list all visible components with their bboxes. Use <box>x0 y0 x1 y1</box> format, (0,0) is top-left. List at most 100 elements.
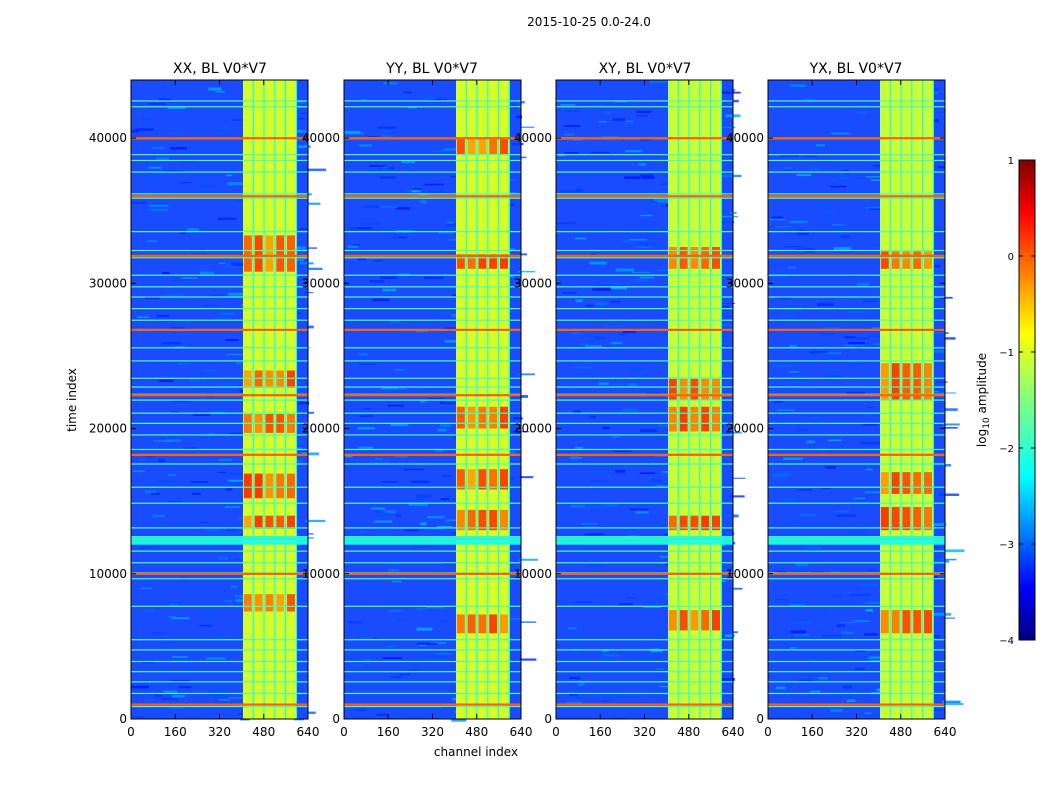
noise-speckle <box>156 314 169 318</box>
noise-speckle <box>379 205 398 208</box>
y-tick-label: 20000 <box>726 422 764 436</box>
noise-speckle <box>833 297 854 299</box>
noise-speckle <box>519 476 534 479</box>
rfi-row <box>556 649 733 651</box>
noise-speckle <box>358 353 368 356</box>
rfi-row <box>556 386 733 388</box>
broadband-stripe <box>344 536 521 545</box>
noise-speckle <box>822 352 842 355</box>
rfi-row <box>131 106 308 108</box>
noise-speckle <box>398 236 407 238</box>
y-tick-label: 30000 <box>89 276 127 290</box>
noise-speckle <box>182 516 190 518</box>
noise-speckle <box>629 238 647 241</box>
noise-speckle <box>358 446 373 450</box>
noise-speckle <box>785 532 801 536</box>
noise-speckle <box>144 610 155 613</box>
noise-speckle <box>516 373 535 376</box>
colorbar-label-sub: 10 <box>982 417 992 429</box>
noise-speckle <box>170 705 184 709</box>
rfi-row-strong <box>768 703 945 706</box>
bright-block <box>712 610 720 631</box>
noise-speckle <box>572 332 582 335</box>
noise-speckle <box>827 374 844 378</box>
noise-speckle <box>436 653 452 655</box>
noise-speckle <box>364 205 380 209</box>
noise-speckle <box>660 183 676 185</box>
rfi-row <box>768 308 945 310</box>
noise-speckle <box>638 242 657 246</box>
x-tick-label: 320 <box>208 725 231 739</box>
rfi-row <box>344 705 521 708</box>
noise-speckle <box>941 700 961 704</box>
x-tick-label: 0 <box>340 725 348 739</box>
noise-speckle <box>155 695 163 697</box>
bright-block <box>276 473 285 499</box>
noise-speckle <box>615 268 635 272</box>
noise-speckle <box>859 584 879 587</box>
noise-speckle <box>176 320 191 323</box>
noise-speckle <box>347 621 362 624</box>
noise-speckle <box>812 417 821 419</box>
noise-speckle <box>931 332 949 334</box>
rfi-row <box>556 231 733 233</box>
noise-speckle <box>850 275 858 277</box>
noise-speckle <box>353 244 360 246</box>
noise-speckle <box>234 594 247 598</box>
colorbar-ticks: 1 0 −1 −2 −3 −4 <box>999 156 1035 647</box>
noise-speckle <box>306 168 327 172</box>
noise-speckle <box>235 599 245 602</box>
rfi-row-strong <box>768 572 945 575</box>
rfi-row <box>131 159 308 162</box>
noise-speckle <box>784 498 795 501</box>
bright-block <box>254 594 263 612</box>
bright-block <box>254 515 263 529</box>
rfi-row-strong <box>344 394 521 397</box>
noise-speckle <box>791 521 805 523</box>
noise-speckle <box>137 316 150 318</box>
bright-block <box>276 370 285 388</box>
bright-block <box>500 406 508 429</box>
noise-speckle <box>937 165 945 169</box>
rfi-row <box>344 257 521 259</box>
noise-speckle <box>427 516 446 519</box>
rfi-row <box>344 681 521 683</box>
rfi-row <box>556 286 733 288</box>
noise-speckle <box>650 648 661 650</box>
rfi-row <box>131 399 308 401</box>
noise-speckle <box>944 337 956 340</box>
noise-speckle <box>855 649 866 652</box>
noise-speckle <box>162 271 170 275</box>
rfi-row-strong <box>556 703 733 706</box>
bright-block <box>902 506 911 531</box>
noise-speckle <box>592 104 607 106</box>
noise-speckle <box>209 694 226 697</box>
colorbar-tick-label: −3 <box>999 540 1014 551</box>
rfi-row <box>768 386 945 388</box>
noise-speckle <box>133 470 145 473</box>
noise-speckle <box>189 378 206 382</box>
noise-speckle <box>416 627 433 631</box>
noise-speckle <box>575 601 593 603</box>
rfi-row <box>768 319 945 321</box>
noise-speckle <box>839 622 855 624</box>
noise-speckle <box>868 208 885 211</box>
bright-block <box>913 251 922 269</box>
noise-speckle <box>818 677 828 680</box>
noise-speckle <box>568 627 577 630</box>
noise-speckle <box>874 166 884 169</box>
noise-speckle <box>166 439 181 442</box>
noise-speckle <box>727 587 743 590</box>
noise-speckle <box>830 709 843 712</box>
rfi-row <box>556 578 733 580</box>
noise-speckle <box>725 634 735 638</box>
noise-speckle <box>208 87 222 91</box>
noise-speckle <box>168 106 186 110</box>
panel-title: XY, BL V0*V7 <box>599 61 692 77</box>
rfi-row <box>344 692 521 695</box>
rfi-row-strong <box>556 328 733 331</box>
bright-block <box>287 370 295 388</box>
noise-speckle <box>157 172 178 175</box>
bright-block <box>489 614 498 634</box>
rfi-row <box>768 399 945 401</box>
